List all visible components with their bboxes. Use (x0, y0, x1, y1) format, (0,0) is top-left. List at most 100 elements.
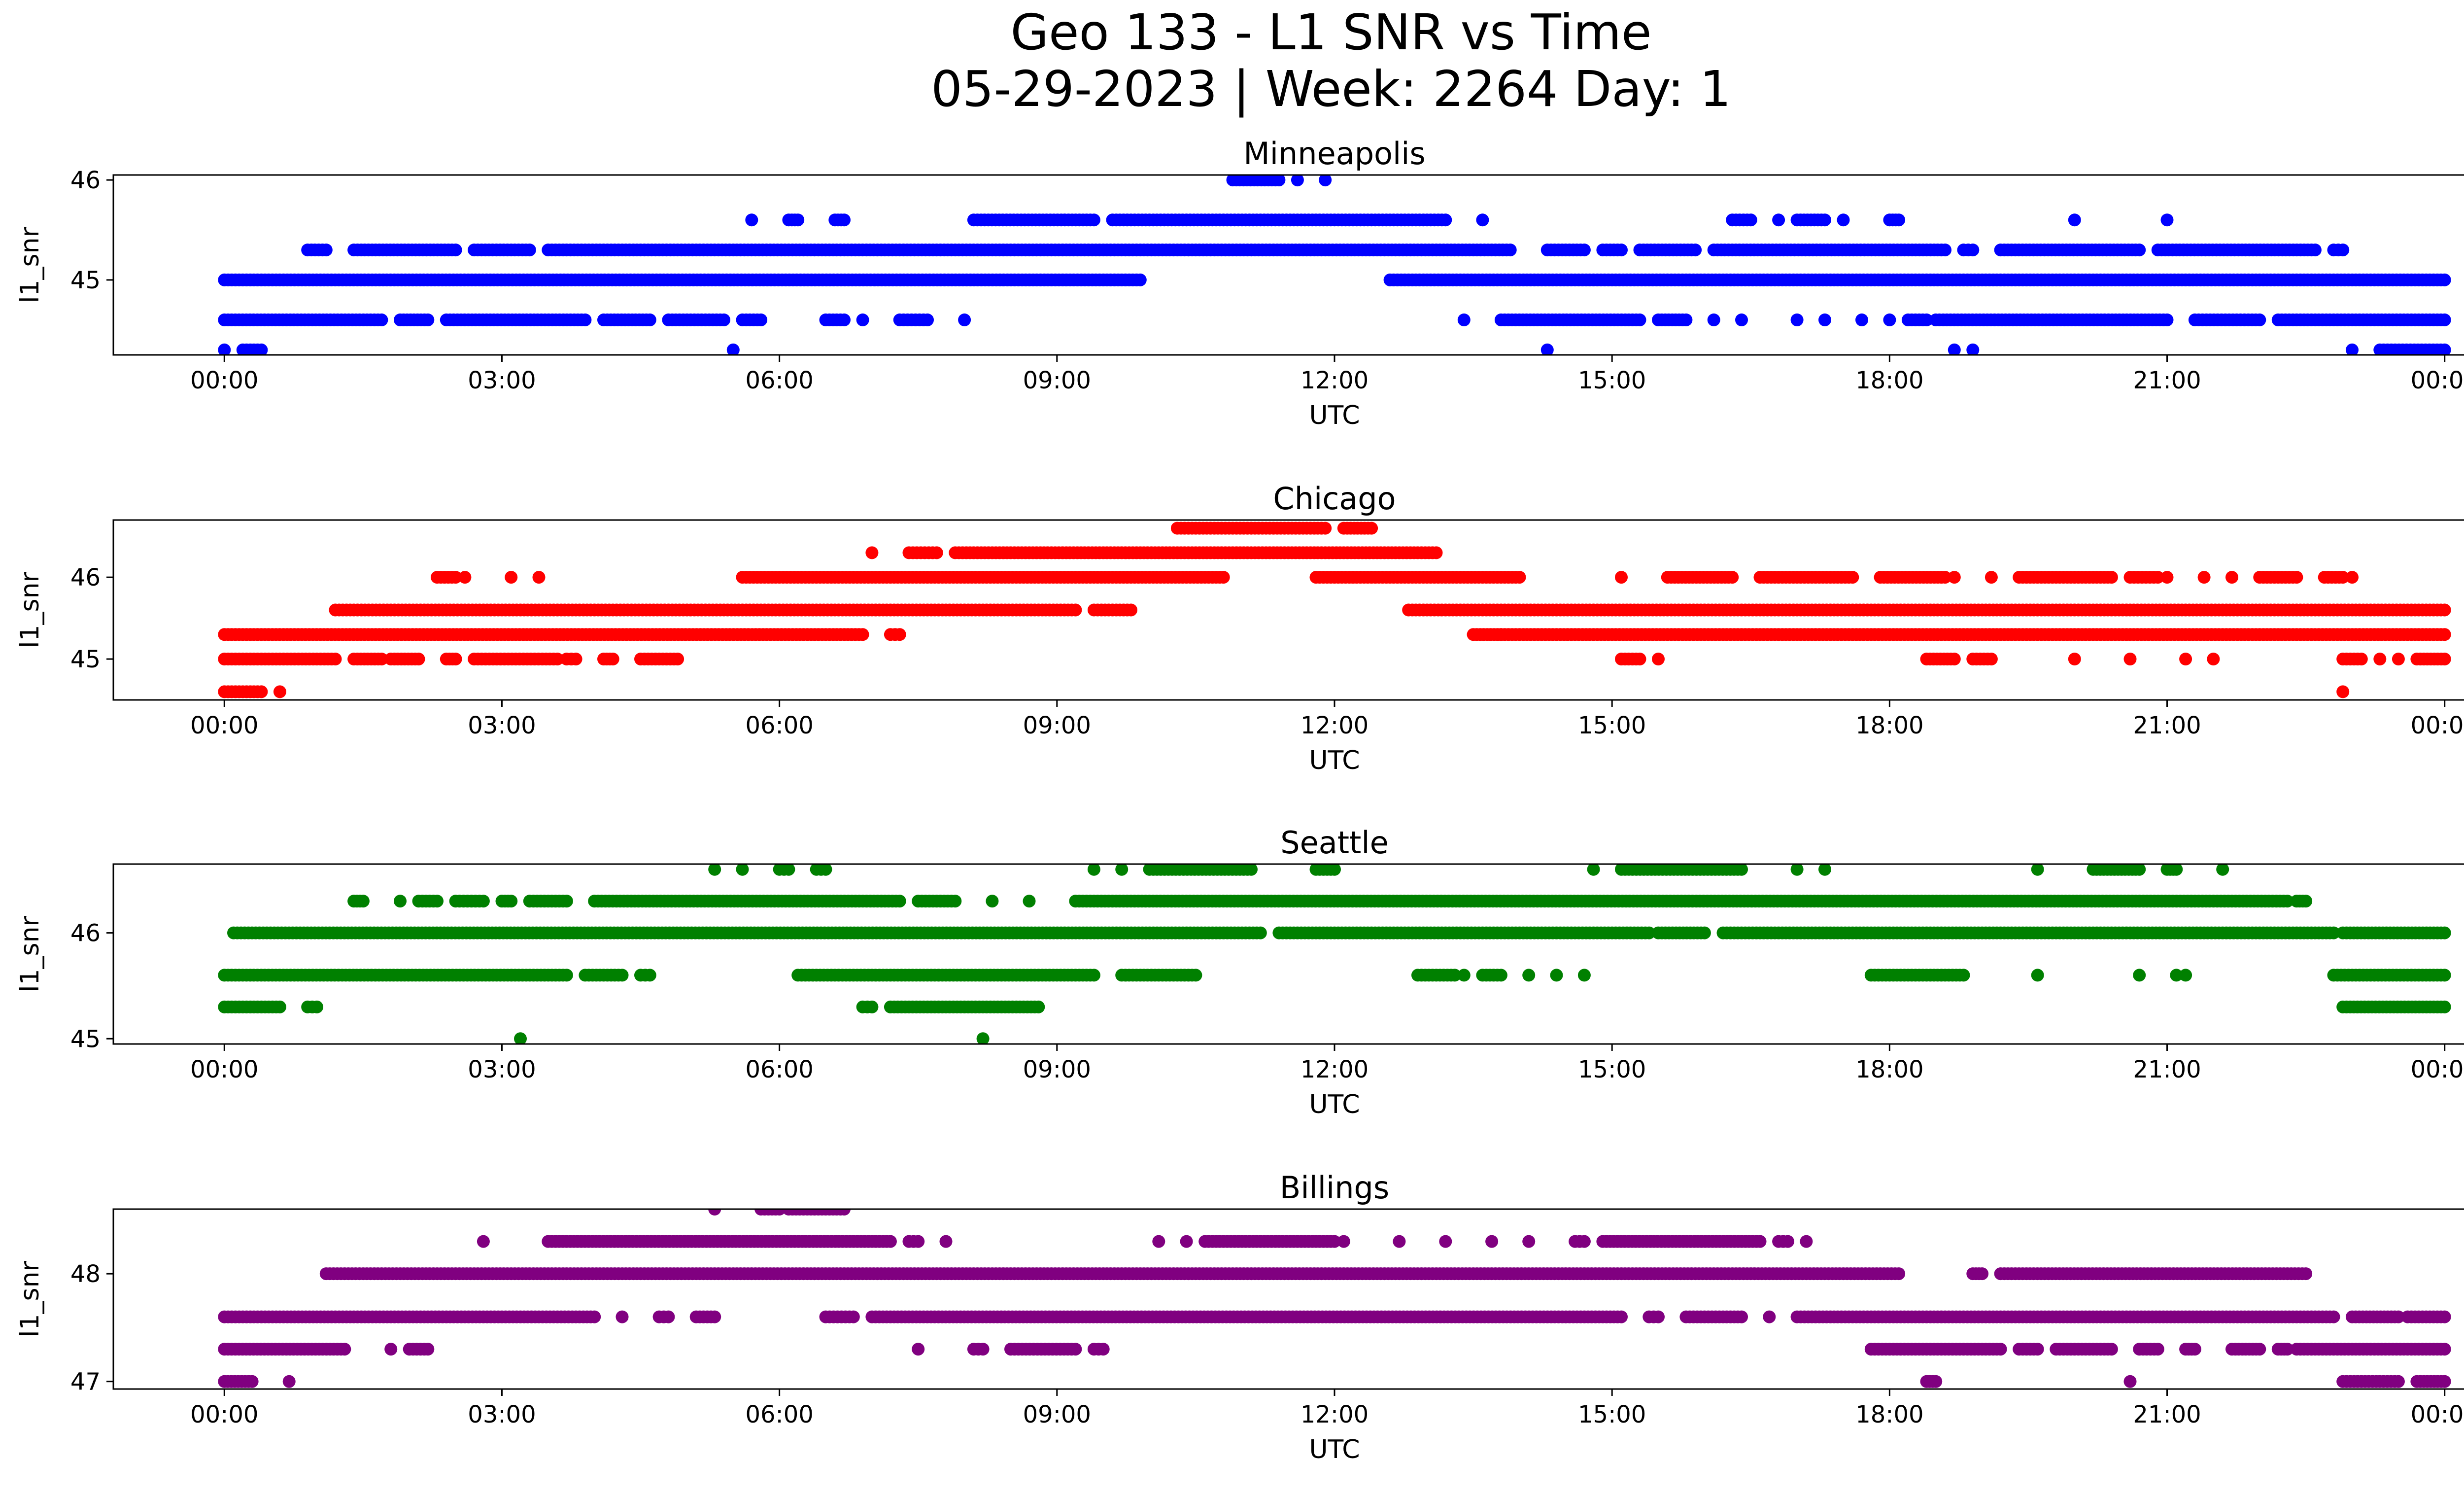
data-point (2346, 571, 2359, 584)
data-point (273, 1000, 286, 1013)
data-point (1448, 969, 1461, 982)
data-point (1643, 926, 1656, 939)
data-point (218, 343, 231, 355)
data-point (1679, 313, 1693, 326)
data-point (532, 571, 546, 584)
data-point (1577, 969, 1591, 982)
x-tick-label: 00:00 (190, 367, 258, 394)
x-tick-label: 00:00 (190, 712, 258, 739)
data-point (1615, 243, 1628, 257)
data-point (310, 1000, 323, 1013)
data-point (1652, 653, 1665, 665)
data-point (2123, 653, 2137, 665)
data-point (1087, 213, 1100, 227)
data-point (921, 313, 934, 326)
data-point (2216, 864, 2229, 876)
data-point (2160, 213, 2174, 227)
data-point (976, 1032, 990, 1044)
data-point (2225, 571, 2238, 584)
x-tick-label: 00:00 (2411, 1056, 2464, 1083)
data-point (2133, 243, 2146, 257)
data-point (477, 895, 490, 908)
y-tick-label: 46 (70, 167, 101, 194)
data-point (1790, 864, 1804, 876)
data-point (2133, 969, 2146, 982)
data-point (1457, 969, 1471, 982)
data-point (1772, 213, 1785, 227)
data-point (2336, 685, 2350, 698)
data-point (2281, 895, 2294, 908)
data-point (1985, 571, 1998, 584)
data-point (1577, 1235, 1591, 1248)
data-point (412, 653, 425, 665)
data-point (2336, 571, 2350, 584)
data-point (505, 895, 518, 908)
data-point (1939, 571, 1951, 584)
data-point (958, 313, 971, 326)
data-point (1133, 273, 1147, 286)
data-point (1328, 1235, 1341, 1248)
data-point (2373, 653, 2387, 665)
data-point (1744, 213, 1757, 227)
data-point (2160, 313, 2174, 326)
x-tick-label: 09:00 (1023, 712, 1091, 739)
data-point (1837, 213, 1850, 227)
data-point (1615, 571, 1628, 584)
data-point (2308, 243, 2322, 257)
x-tick-label: 18:00 (1855, 712, 1923, 739)
data-point (1439, 1235, 1452, 1248)
y-tick-label: 45 (70, 267, 101, 294)
x-tick-label: 21:00 (2133, 1056, 2201, 1083)
data-point (375, 653, 388, 665)
y-axis-label: l1_snr (15, 226, 45, 303)
scatter-points (218, 864, 2451, 1044)
data-point (856, 313, 869, 326)
data-point (1152, 1235, 1165, 1248)
data-point (2290, 571, 2303, 584)
y-axis-label: l1_snr (15, 915, 45, 992)
data-point (421, 313, 435, 326)
figure-title-line1: Geo 133 - L1 SNR vs Time (1011, 3, 1652, 61)
data-point (1430, 546, 1443, 559)
data-point (1633, 313, 1646, 326)
data-point (579, 313, 592, 326)
subplot-title: Billings (1280, 1170, 1389, 1206)
data-point (893, 628, 906, 641)
data-point (1485, 1235, 1499, 1248)
data-point (2031, 864, 2044, 876)
data-point (1540, 343, 1554, 355)
data-point (708, 864, 721, 876)
data-point (1254, 926, 1267, 939)
data-point (375, 313, 388, 326)
subplot-title: Minneapolis (1243, 136, 1426, 172)
data-point (1522, 969, 1536, 982)
data-point (523, 243, 536, 257)
x-axis-label: UTC (1309, 401, 1360, 430)
data-point (2068, 213, 2081, 227)
data-point (819, 864, 832, 876)
data-point (1939, 243, 1951, 257)
data-point (2438, 1000, 2451, 1013)
data-point (458, 571, 472, 584)
data-point (2105, 571, 2118, 584)
data-point (1217, 571, 1230, 584)
scatter-points (218, 175, 2451, 355)
x-tick-label: 09:00 (1023, 1056, 1091, 1083)
x-tick-label: 12:00 (1300, 712, 1369, 739)
data-point (2031, 969, 2044, 982)
data-point (718, 313, 730, 326)
data-point (255, 685, 268, 698)
x-tick-label: 06:00 (745, 712, 813, 739)
data-point (2392, 653, 2405, 665)
data-point (1966, 243, 1980, 257)
data-point (1125, 603, 1137, 617)
data-point (329, 653, 342, 665)
data-point (2438, 628, 2451, 641)
data-point (1550, 969, 1563, 982)
x-tick-label: 18:00 (1855, 1056, 1923, 1083)
data-point (986, 895, 999, 908)
data-point (1439, 213, 1452, 227)
data-point (791, 213, 805, 227)
